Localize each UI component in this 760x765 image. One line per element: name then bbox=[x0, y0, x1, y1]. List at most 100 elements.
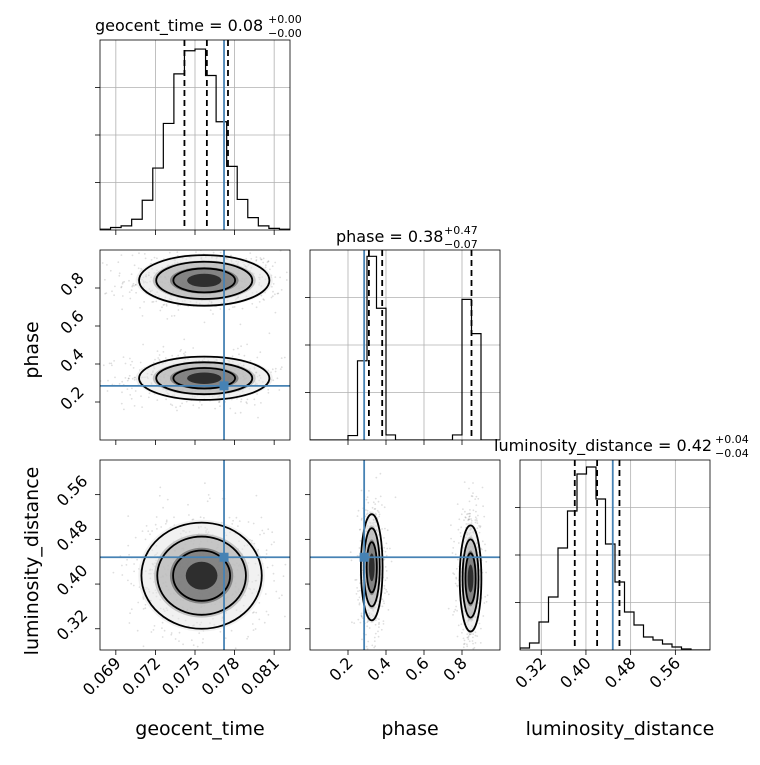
sample-point bbox=[256, 356, 259, 359]
sample-point bbox=[255, 494, 258, 497]
sample-point bbox=[192, 404, 195, 407]
sample-point bbox=[128, 553, 131, 556]
sample-point bbox=[456, 584, 458, 587]
sample-point bbox=[255, 306, 258, 309]
sample-point bbox=[468, 640, 471, 643]
contour-line bbox=[155, 260, 254, 300]
sample-point bbox=[467, 518, 470, 520]
sample-point bbox=[226, 651, 228, 653]
contour-line bbox=[155, 361, 254, 396]
sample-point bbox=[258, 618, 261, 621]
sample-point bbox=[136, 629, 139, 632]
sample-point bbox=[354, 579, 357, 581]
x-tick-label-luminosity-distance: 0.56 bbox=[646, 653, 685, 692]
sample-point bbox=[177, 354, 180, 357]
sample-point bbox=[163, 303, 166, 306]
hist-bars-geocent-time bbox=[100, 48, 290, 230]
sample-point bbox=[264, 264, 267, 267]
sample-point bbox=[472, 642, 474, 645]
sample-point bbox=[453, 610, 455, 613]
sample-point bbox=[455, 577, 458, 580]
sample-point bbox=[471, 688, 473, 690]
sample-point bbox=[475, 677, 477, 679]
x-tick-label-geocent-time: 0.081 bbox=[237, 653, 283, 699]
sample-point bbox=[264, 266, 267, 269]
sample-point bbox=[156, 257, 158, 260]
sample-point bbox=[273, 541, 275, 543]
sample-point bbox=[131, 285, 134, 288]
sample-point bbox=[141, 406, 144, 408]
sample-point bbox=[378, 515, 381, 518]
sample-point bbox=[469, 509, 471, 511]
sample-point bbox=[131, 377, 134, 380]
sample-point bbox=[218, 401, 220, 404]
sample-point bbox=[133, 285, 135, 287]
sample-point bbox=[130, 608, 133, 611]
sample-point bbox=[470, 518, 472, 520]
sample-point bbox=[239, 243, 241, 245]
sample-point bbox=[457, 558, 459, 561]
sample-point bbox=[456, 585, 459, 588]
sample-point bbox=[378, 621, 380, 624]
sample-point bbox=[474, 516, 477, 519]
sample-point bbox=[130, 582, 133, 585]
sample-point bbox=[127, 544, 130, 547]
sample-point bbox=[259, 533, 261, 536]
contour-line bbox=[138, 254, 271, 307]
sample-point bbox=[374, 512, 377, 515]
sample-point bbox=[152, 300, 155, 303]
sample-point bbox=[483, 602, 486, 604]
x-tick-label-phase: 0.6 bbox=[401, 653, 432, 684]
title-geocent-time: geocent_time = 0.08 +0.00 −0.00 bbox=[95, 13, 302, 40]
sample-point bbox=[467, 512, 470, 515]
title-phase: phase = 0.38 +0.47 −0.07 bbox=[336, 224, 478, 251]
sample-point bbox=[130, 289, 133, 291]
sample-point bbox=[170, 633, 173, 636]
sample-point bbox=[249, 359, 252, 362]
sample-point bbox=[456, 635, 459, 638]
sample-point bbox=[268, 332, 271, 335]
sample-point bbox=[183, 248, 185, 250]
sample-point bbox=[265, 610, 268, 613]
sample-point bbox=[476, 519, 478, 522]
sample-point bbox=[274, 261, 277, 264]
sample-point bbox=[262, 298, 265, 301]
sample-point bbox=[360, 615, 363, 618]
sample-point bbox=[156, 350, 159, 352]
sample-point bbox=[134, 536, 137, 539]
sample-point bbox=[134, 284, 137, 286]
sample-point bbox=[270, 543, 273, 546]
sample-point bbox=[300, 376, 302, 378]
sample-point bbox=[254, 654, 256, 656]
sample-point bbox=[384, 579, 387, 582]
sample-point bbox=[253, 398, 256, 401]
sample-point bbox=[469, 515, 471, 518]
sample-point bbox=[280, 366, 283, 369]
sample-point bbox=[457, 624, 460, 627]
sample-point bbox=[143, 301, 146, 303]
sample-point bbox=[375, 476, 378, 479]
sample-point bbox=[483, 515, 486, 518]
sample-point bbox=[267, 388, 270, 391]
sample-point bbox=[365, 509, 367, 511]
sample-point bbox=[279, 368, 282, 370]
contour-line bbox=[172, 267, 237, 294]
sample-point bbox=[376, 509, 379, 512]
sample-point bbox=[229, 407, 232, 410]
sample-point bbox=[385, 542, 388, 545]
sample-point bbox=[232, 519, 235, 522]
sample-point bbox=[293, 603, 295, 605]
sample-point bbox=[109, 269, 112, 272]
sample-point bbox=[481, 548, 483, 551]
sample-point bbox=[468, 500, 471, 503]
y-tick-label-luminosity-distance: 0.48 bbox=[53, 516, 92, 555]
sample-point bbox=[271, 368, 274, 371]
sample-point bbox=[472, 647, 475, 650]
sample-point bbox=[377, 635, 380, 638]
sample-point bbox=[187, 503, 189, 506]
title-luminosity-distance: luminosity_distance = 0.42 +0.04 −0.04 bbox=[494, 433, 749, 460]
sample-point bbox=[128, 374, 131, 377]
sample-point bbox=[453, 540, 455, 543]
sample-point bbox=[126, 558, 128, 561]
sample-point bbox=[394, 496, 397, 499]
